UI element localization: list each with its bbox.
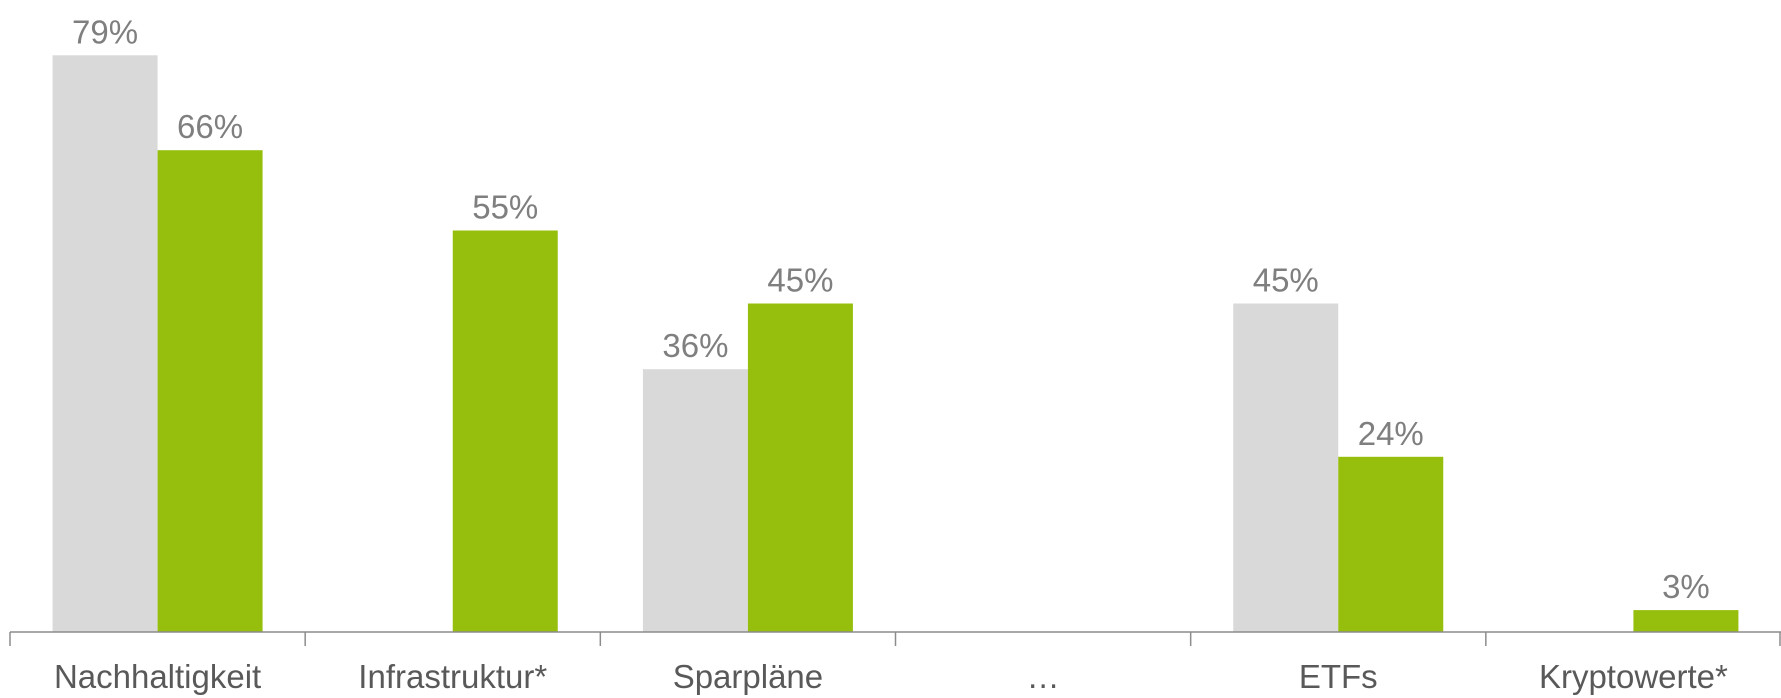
data-label: 45% — [1253, 262, 1319, 299]
data-label: 45% — [767, 262, 833, 299]
value-labels-layer: 79% 66% 55% 36% 45% 45% 24% 3% — [72, 13, 1710, 605]
x-tick-label: Sparpläne — [673, 658, 823, 695]
bar-green-1 — [452, 230, 558, 632]
bar-green-4 — [1338, 456, 1444, 632]
x-tick-label: Infrastruktur* — [358, 658, 547, 695]
data-label: 66% — [177, 108, 243, 145]
x-tick-label: Nachhaltigkeit — [54, 658, 261, 695]
x-axis — [9, 631, 1781, 646]
x-tick-labels: Nachhaltigkeit Infrastruktur* Sparpläne … ET… — [54, 658, 1728, 695]
data-label: 55% — [472, 189, 538, 226]
bars-layer — [52, 55, 1739, 633]
data-label: 36% — [662, 327, 728, 364]
bar-grey-2 — [642, 369, 748, 632]
bar-green-5 — [1633, 610, 1739, 632]
bar-grey-4 — [1233, 303, 1339, 632]
x-tick-label: … — [1027, 658, 1060, 695]
data-label: 24% — [1358, 415, 1424, 452]
x-tick-label: ETFs — [1299, 658, 1378, 695]
data-label: 79% — [72, 13, 138, 50]
data-label: 3% — [1662, 568, 1710, 605]
bar-green-0 — [157, 150, 263, 632]
bar-grey-0 — [52, 55, 158, 633]
x-tick-label: Kryptowerte* — [1539, 658, 1728, 695]
bar-green-2 — [747, 303, 853, 632]
